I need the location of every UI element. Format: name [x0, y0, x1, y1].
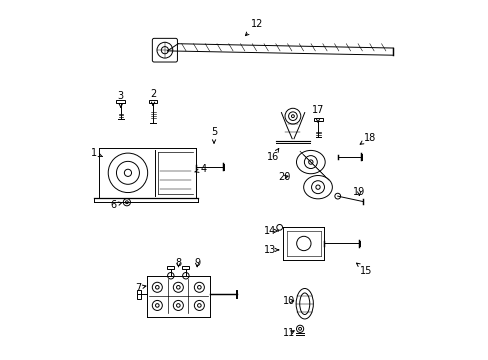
Text: 20: 20 [277, 172, 289, 182]
Text: 12: 12 [245, 19, 263, 36]
Bar [149, 100, 157, 103]
Bar [167, 266, 174, 269]
Text: 13: 13 [263, 245, 278, 255]
Text: 15: 15 [356, 263, 372, 276]
Bar [313, 118, 322, 121]
Text: 2: 2 [150, 89, 156, 105]
Text: 8: 8 [175, 258, 181, 268]
Bar [137, 290, 140, 298]
Bar [182, 266, 189, 269]
Text: 5: 5 [210, 127, 217, 143]
Text: 3: 3 [118, 91, 123, 107]
Text: 9: 9 [194, 258, 200, 268]
Text: 11: 11 [283, 328, 295, 338]
Text: 14: 14 [263, 226, 278, 236]
Text: 16: 16 [266, 149, 279, 162]
Bar [116, 100, 125, 103]
Text: 19: 19 [352, 187, 365, 197]
Text: 7: 7 [135, 283, 145, 293]
Text: 10: 10 [283, 296, 295, 306]
Text: 17: 17 [311, 105, 324, 122]
Text: 18: 18 [360, 133, 375, 144]
Text: 6: 6 [110, 200, 122, 210]
Text: 4: 4 [194, 164, 206, 174]
Text: 1: 1 [91, 148, 102, 158]
